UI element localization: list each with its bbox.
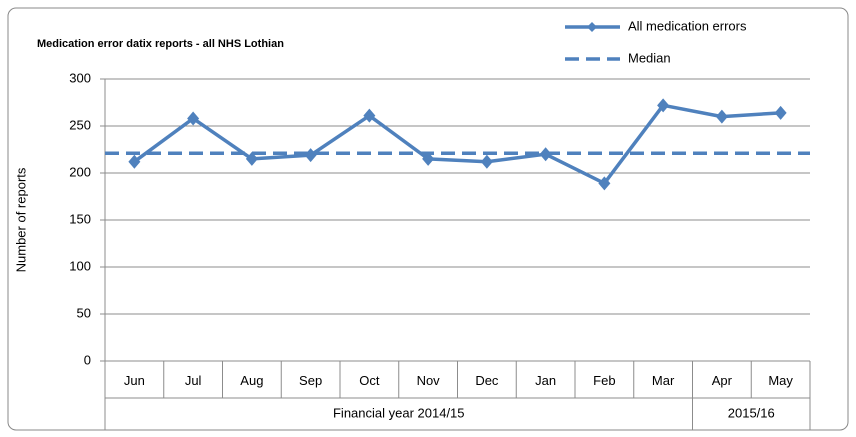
y-tick-label: 250 [69, 117, 91, 132]
point-marker [774, 105, 787, 120]
x-tick-label: Mar [652, 373, 675, 388]
x-tick-label: Feb [593, 373, 615, 388]
point-marker [245, 151, 258, 166]
group-label: Financial year 2014/15 [333, 405, 465, 420]
point-marker [128, 154, 141, 169]
x-tick-label: May [768, 373, 793, 388]
y-tick-label: 150 [69, 211, 91, 226]
point-marker [480, 154, 493, 169]
x-tick-label: Dec [475, 373, 499, 388]
y-tick-label: 200 [69, 164, 91, 179]
x-tick-label: Sep [299, 373, 322, 388]
y-axis-label: Number of reports [13, 167, 28, 272]
x-tick-label: Jun [124, 373, 145, 388]
legend-label: All medication errors [628, 18, 747, 33]
y-tick-label: 50 [77, 305, 91, 320]
y-tick-label: 100 [69, 258, 91, 273]
x-tick-label: Nov [417, 373, 441, 388]
x-tick-label: Oct [359, 373, 380, 388]
chart-title: Medication error datix reports - all NHS… [37, 38, 284, 50]
point-marker [657, 98, 670, 113]
y-tick-label: 300 [69, 70, 91, 85]
x-tick-label: Aug [240, 373, 263, 388]
point-marker [363, 108, 376, 123]
legend-label: Median [628, 50, 671, 65]
point-marker [598, 176, 611, 191]
chart-border [7, 7, 849, 431]
y-tick-label: 0 [84, 352, 91, 367]
x-tick-label: Jul [185, 373, 202, 388]
point-marker [187, 111, 200, 126]
legend-marker [587, 22, 597, 32]
x-tick-label: Apr [712, 373, 733, 388]
point-marker [539, 147, 552, 162]
group-label: 2015/16 [728, 405, 775, 420]
point-marker [422, 151, 435, 166]
point-marker [715, 109, 728, 124]
x-tick-label: Jan [535, 373, 556, 388]
